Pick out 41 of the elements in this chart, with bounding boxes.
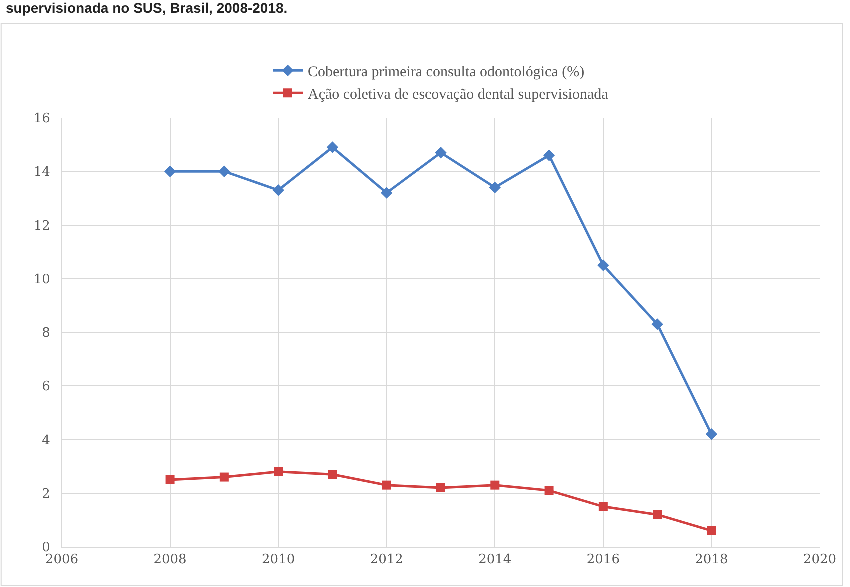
legend-label: Ação coletiva de escovação dental supervisionada <box>308 87 609 104</box>
point <box>164 166 176 178</box>
y-tick-label: 14 <box>34 165 50 180</box>
y-tick-label: 10 <box>34 272 50 288</box>
point <box>328 470 338 480</box>
point <box>166 475 175 484</box>
point <box>326 142 339 154</box>
point <box>382 480 392 490</box>
point <box>435 147 447 159</box>
y-tick-label: 2 <box>42 486 50 502</box>
x-tick-label: 2010 <box>262 552 296 568</box>
point <box>598 260 610 272</box>
y-tick-label: 16 <box>34 112 50 127</box>
point <box>707 526 716 536</box>
y-tick-label: 6 <box>42 380 50 395</box>
y-tick-label: 8 <box>42 326 50 342</box>
x-tick-label: 2014 <box>478 552 512 568</box>
x-tick-label: 2008 <box>154 552 187 568</box>
point <box>652 318 664 330</box>
point <box>653 510 662 520</box>
point <box>381 187 393 199</box>
chart-title: supervisionada no SUS, Brasil, 2008-2018. <box>6 0 288 16</box>
y-tick-label: 4 <box>42 433 50 448</box>
point <box>544 486 554 496</box>
point <box>706 428 718 440</box>
point <box>274 467 284 476</box>
point <box>598 502 608 512</box>
point <box>543 150 556 162</box>
point <box>272 184 284 196</box>
x-tick-label: 2020 <box>803 552 837 568</box>
point <box>436 484 446 493</box>
y-tick-label: 12 <box>34 218 50 234</box>
point <box>490 480 500 490</box>
x-tick-label: 2006 <box>45 552 79 568</box>
legend-label: Cobertura primeira consulta odontológica (%) <box>308 64 585 81</box>
x-tick-label: 2016 <box>586 552 620 568</box>
point <box>220 472 229 482</box>
x-tick-label: 2018 <box>695 552 728 568</box>
point <box>218 166 230 178</box>
point <box>489 182 501 194</box>
x-tick-label: 2012 <box>370 552 404 568</box>
